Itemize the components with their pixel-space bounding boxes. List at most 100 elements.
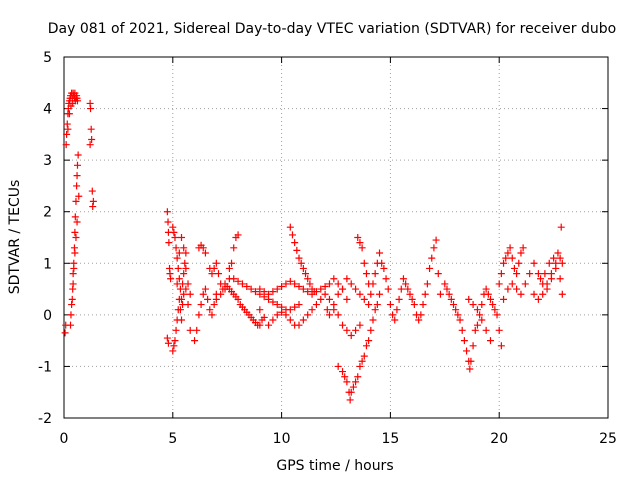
data-point	[89, 203, 97, 211]
data-point	[360, 352, 368, 360]
data-point	[428, 254, 436, 262]
data-point	[376, 249, 384, 257]
data-point	[269, 288, 277, 296]
data-point	[265, 321, 273, 329]
data-point	[182, 249, 190, 257]
data-point	[67, 311, 75, 319]
data-point	[269, 298, 277, 306]
data-point	[325, 311, 333, 319]
data-point	[68, 301, 76, 309]
data-point	[382, 275, 390, 283]
data-point	[334, 311, 342, 319]
data-point	[191, 337, 199, 345]
data-point	[72, 197, 80, 205]
data-point	[178, 234, 186, 241]
y-axis-label: SDTVAR / TECUs	[7, 180, 23, 295]
x-tick-label: 15	[381, 431, 399, 447]
data-point	[293, 246, 301, 254]
data-point	[360, 259, 368, 267]
data-point	[362, 270, 370, 278]
data-point	[491, 306, 499, 314]
data-point	[478, 301, 486, 309]
data-point	[517, 290, 525, 298]
data-point	[260, 288, 268, 296]
data-point	[282, 311, 290, 319]
data-point	[486, 295, 494, 303]
data-point	[181, 259, 189, 267]
data-point	[515, 259, 523, 267]
data-point	[286, 306, 294, 314]
data-point	[343, 326, 351, 334]
data-point	[495, 280, 503, 288]
data-point	[63, 130, 71, 138]
data-point	[69, 270, 77, 278]
data-point	[471, 326, 479, 334]
data-point	[62, 141, 70, 149]
data-point	[178, 316, 186, 324]
data-point	[356, 321, 364, 329]
data-point	[445, 290, 453, 298]
data-point	[526, 270, 534, 278]
data-point	[175, 249, 183, 257]
data-point	[175, 295, 183, 303]
data-point	[74, 151, 82, 159]
data-point	[170, 342, 178, 350]
data-point	[558, 290, 566, 298]
data-point	[432, 236, 440, 244]
data-point	[352, 326, 360, 334]
data-point	[297, 259, 305, 267]
data-point	[199, 290, 207, 298]
data-point	[393, 306, 401, 314]
data-point	[430, 244, 438, 252]
data-point	[71, 249, 79, 257]
data-point	[434, 270, 442, 278]
data-point	[356, 239, 364, 247]
data-point	[186, 326, 194, 334]
data-point	[349, 383, 357, 391]
data-point	[184, 280, 192, 288]
data-point	[299, 316, 307, 324]
data-point	[180, 270, 188, 278]
data-point	[447, 295, 455, 303]
data-point	[88, 136, 96, 144]
data-point	[482, 326, 490, 334]
data-point	[541, 270, 549, 278]
data-point	[334, 362, 342, 370]
data-point	[210, 301, 218, 309]
data-point	[201, 249, 209, 257]
data-point	[508, 280, 516, 288]
data-point	[234, 295, 242, 303]
data-point	[417, 311, 425, 319]
data-point	[557, 223, 565, 231]
data-point	[399, 275, 407, 283]
data-point	[410, 301, 418, 309]
data-point	[73, 97, 81, 105]
data-point	[273, 285, 281, 293]
data-point	[367, 290, 375, 298]
data-point	[71, 213, 79, 221]
data-point	[391, 316, 399, 324]
data-point	[452, 306, 460, 314]
data-point	[302, 270, 310, 278]
data-point	[282, 280, 290, 288]
data-point	[339, 321, 347, 329]
x-tick-label: 5	[168, 431, 177, 447]
data-point	[288, 231, 296, 239]
data-point	[352, 378, 360, 386]
data-point	[426, 264, 434, 272]
data-point	[423, 280, 431, 288]
data-point	[519, 244, 527, 252]
data-point	[169, 223, 177, 231]
data-point	[299, 264, 307, 272]
data-point	[72, 234, 80, 241]
data-point	[256, 321, 264, 329]
data-point	[247, 285, 255, 293]
data-point	[228, 259, 236, 267]
data-point	[421, 290, 429, 298]
data-point	[184, 301, 192, 309]
y-tick-label: 1	[43, 256, 52, 272]
data-point	[182, 285, 190, 293]
data-point	[164, 339, 172, 347]
data-point	[304, 288, 312, 296]
data-point	[312, 301, 320, 309]
